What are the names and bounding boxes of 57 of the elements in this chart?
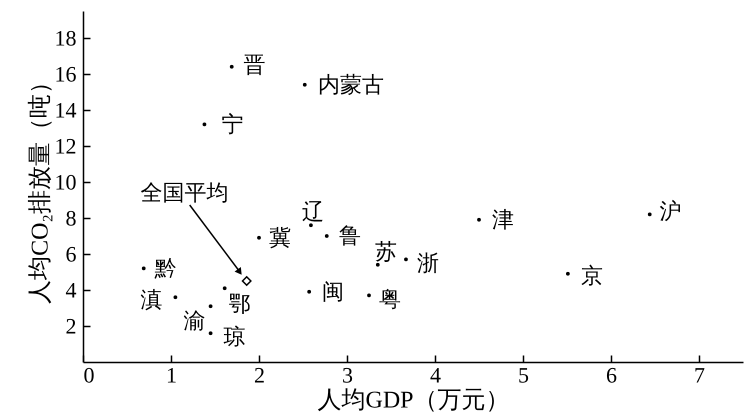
point <box>648 212 652 216</box>
y-tick-label: 6 <box>66 242 76 266</box>
point <box>309 223 313 228</box>
x-tick-label: 5 <box>518 362 529 388</box>
x-tick-label: 0 <box>84 362 94 388</box>
data-label: 京 <box>580 262 603 288</box>
y-axis-title: 人均CO₂排放量（吨） <box>28 70 54 304</box>
data-label: 宁 <box>221 111 244 136</box>
point <box>208 304 212 308</box>
y-tick-label: 8 <box>66 206 76 230</box>
data-label: 冀 <box>269 224 291 250</box>
data-label: 辽 <box>302 199 324 224</box>
point <box>174 295 178 300</box>
y-tick-label: 16 <box>54 62 76 86</box>
x-tick-label: 2 <box>254 362 265 388</box>
y-tick-label: 12 <box>54 134 76 158</box>
data-label: 浙 <box>416 250 439 276</box>
point <box>376 262 380 267</box>
point <box>242 276 252 286</box>
point <box>230 64 234 69</box>
text: 全国平均 <box>140 180 229 205</box>
x-tick-label: 1 <box>166 362 177 388</box>
data-label: 鲁 <box>338 223 361 248</box>
x-tick-label: 4 <box>430 362 441 388</box>
y-tick-label: 10 <box>54 170 76 194</box>
point <box>208 331 212 336</box>
y-tick-label: 2 <box>66 314 76 338</box>
x-tick-label: 7 <box>694 362 705 388</box>
point <box>307 290 312 294</box>
y-tick-label: 4 <box>66 278 76 302</box>
y-tick-label: 14 <box>54 98 76 122</box>
data-label: 粤 <box>379 286 401 312</box>
point <box>477 218 481 222</box>
data-label: 内蒙古 <box>318 72 384 97</box>
y-tick-label: 18 <box>54 26 76 50</box>
x-tick-label: 6 <box>606 362 617 388</box>
data-label: 鄂 <box>228 291 251 316</box>
point <box>222 286 227 290</box>
data-label: 滇 <box>140 287 162 312</box>
data-label: 琼 <box>224 324 246 350</box>
point <box>566 272 570 276</box>
point <box>302 82 307 87</box>
point <box>404 258 408 262</box>
point <box>324 234 329 238</box>
data-label: 黔 <box>154 255 177 280</box>
data-label: 渝 <box>184 308 206 334</box>
point <box>142 266 146 270</box>
data-label: 闽 <box>322 278 344 304</box>
point <box>367 294 371 298</box>
x-tick-label: 3 <box>342 362 353 388</box>
data-label: 晋 <box>244 52 266 77</box>
point <box>202 122 206 126</box>
data-label: 津 <box>492 206 514 232</box>
data-label: 苏 <box>374 238 397 264</box>
point <box>257 236 261 240</box>
x-axis-title: 人均GDP（万元） <box>317 388 510 414</box>
data-label: 沪 <box>660 198 682 224</box>
